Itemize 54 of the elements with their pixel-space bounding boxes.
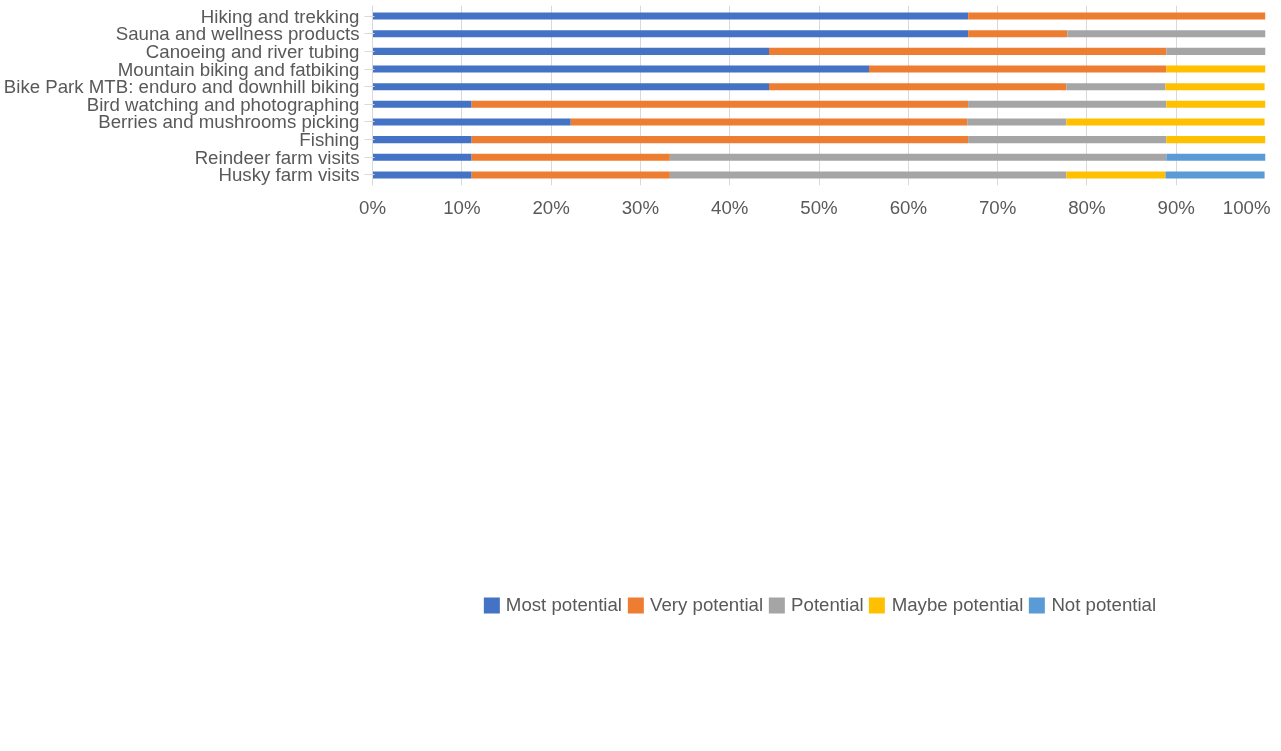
x-tick-label: 20%	[532, 196, 570, 218]
bar	[1166, 47, 1266, 55]
bar	[968, 30, 1068, 38]
bar	[1166, 100, 1266, 108]
bar	[471, 153, 670, 161]
bar	[471, 171, 670, 179]
bar	[372, 171, 472, 179]
bar	[968, 12, 1266, 20]
bar	[471, 100, 969, 108]
legend-label: Most potential	[505, 593, 622, 616]
bar	[372, 12, 969, 20]
bar	[1166, 153, 1266, 161]
x-tick-label: 70%	[978, 196, 1017, 218]
bar	[1066, 171, 1166, 179]
legend-label: Not potential	[1051, 593, 1157, 616]
bar	[669, 153, 1167, 161]
x-tick-label: 60%	[889, 196, 927, 218]
x-tick-label: 100%	[1222, 196, 1271, 218]
x-tick-label: 10%	[443, 196, 481, 218]
x-tick-label: 0%	[359, 196, 386, 218]
y-tick-label: Hiking and trekking	[200, 5, 360, 27]
bar	[669, 171, 1067, 179]
bar	[967, 118, 1067, 126]
bar	[471, 136, 969, 144]
bar	[968, 136, 1167, 144]
bar	[1165, 83, 1265, 91]
legend-label: Maybe potential	[891, 593, 1024, 616]
legend-label: Potential	[791, 593, 864, 616]
x-tick-label: 50%	[800, 196, 838, 218]
bar	[372, 83, 769, 91]
bar	[372, 100, 472, 108]
bar	[968, 100, 1167, 108]
legend-label: Very potential	[650, 593, 764, 616]
bar	[1165, 171, 1265, 179]
bar	[1067, 30, 1266, 38]
bar	[372, 136, 472, 144]
y-tick-label: Husky farm visits	[218, 164, 360, 186]
bar	[1166, 136, 1266, 144]
bar	[372, 153, 472, 161]
x-tick-label: 90%	[1157, 196, 1195, 218]
bar	[1166, 65, 1266, 73]
x-tick-label: 80%	[1068, 196, 1106, 218]
bar	[768, 47, 1167, 55]
bar	[1066, 118, 1265, 126]
bar	[869, 65, 1167, 73]
bar	[372, 118, 571, 126]
bar	[372, 65, 870, 73]
bar	[768, 83, 1067, 91]
bar	[372, 47, 769, 55]
bar	[570, 118, 968, 126]
x-tick-label: 30%	[621, 196, 660, 218]
x-tick-label: 40%	[711, 196, 749, 218]
bar	[372, 30, 969, 38]
bar	[1066, 83, 1166, 91]
